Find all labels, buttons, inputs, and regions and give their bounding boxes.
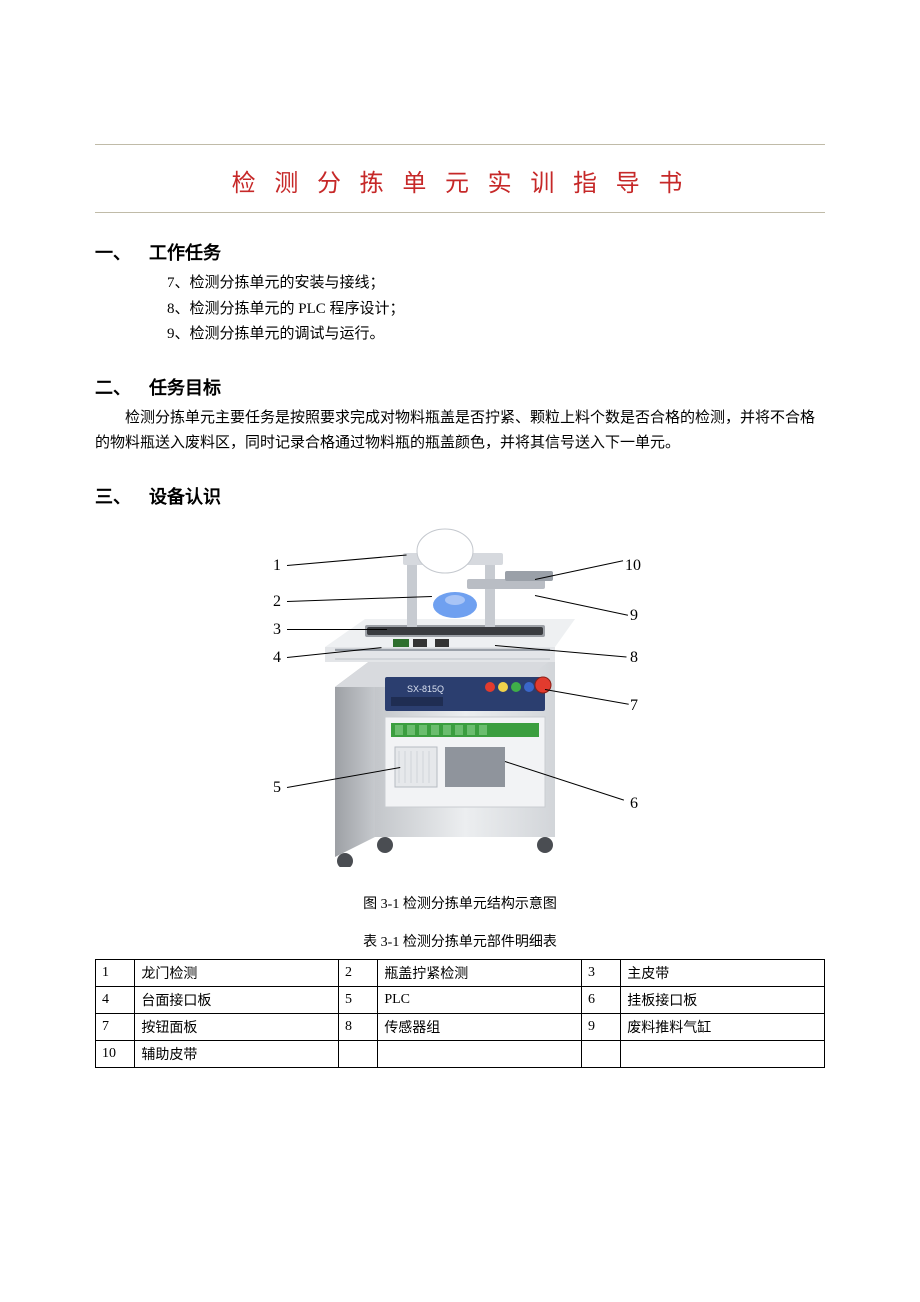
cell-num: 2	[338, 959, 377, 986]
cell-num: 5	[338, 986, 377, 1013]
title-under-rule	[95, 212, 825, 213]
top-rule	[95, 144, 825, 145]
cell-name	[621, 1040, 825, 1067]
figure-caption: 图 3-1 检测分拣单元结构示意图	[95, 893, 825, 913]
section2-label: 任务目标	[149, 378, 221, 398]
fig-label-9: 9	[630, 607, 638, 625]
section3-label: 设备认识	[149, 487, 221, 507]
fig-label-10: 10	[625, 557, 641, 575]
task-item: 9、检测分拣单元的调试与运行。	[167, 322, 825, 348]
cell-name: 传感器组	[378, 1013, 582, 1040]
cell-num: 1	[96, 959, 135, 986]
parts-table: 1 龙门检测 2 瓶盖拧紧检测 3 主皮带 4 台面接口板 5 PLC 6 挂板…	[95, 959, 825, 1068]
table-caption: 表 3-1 检测分拣单元部件明细表	[95, 931, 825, 951]
panel-label: SX-815Q	[407, 684, 444, 694]
section3-num: 三、	[95, 487, 131, 507]
cell-num: 6	[581, 986, 620, 1013]
fig-label-4: 4	[273, 649, 281, 667]
cell-name: 瓶盖拧紧检测	[378, 959, 582, 986]
fig-label-7: 7	[630, 697, 638, 715]
cell-num: 3	[581, 959, 620, 986]
cell-num	[581, 1040, 620, 1067]
cell-num: 10	[96, 1040, 135, 1067]
page-title: 检 测 分 拣 单 元 实 训 指 导 书	[95, 163, 825, 198]
device-illustration: SX-815Q	[295, 527, 605, 867]
task-item: 8、检测分拣单元的 PLC 程序设计；	[167, 297, 825, 323]
section1-label: 工作任务	[149, 243, 221, 263]
cell-name: 台面接口板	[135, 986, 339, 1013]
cell-name: 辅助皮带	[135, 1040, 339, 1067]
section2-para: 检测分拣单元主要任务是按照要求完成对物料瓶盖是否拧紧、颗粒上料个数是否合格的检测…	[95, 406, 825, 457]
table-row: 1 龙门检测 2 瓶盖拧紧检测 3 主皮带	[96, 959, 825, 986]
task-item: 7、检测分拣单元的安装与接线；	[167, 271, 825, 297]
fig-label-5: 5	[273, 779, 281, 797]
cell-name: 主皮带	[621, 959, 825, 986]
figure-wrap: SX-815Q 1 2 3 4 5	[95, 517, 825, 877]
fig-label-2: 2	[273, 593, 281, 611]
table-row: 7 按钮面板 8 传感器组 9 废料推料气缸	[96, 1013, 825, 1040]
section1-num: 一、	[95, 243, 131, 263]
section2-num: 二、	[95, 378, 131, 398]
cell-name: 按钮面板	[135, 1013, 339, 1040]
table-row: 4 台面接口板 5 PLC 6 挂板接口板	[96, 986, 825, 1013]
fig-label-3: 3	[273, 621, 281, 639]
section1-heading: 一、工作任务	[95, 239, 825, 265]
fig-label-8: 8	[630, 649, 638, 667]
cell-name: 龙门检测	[135, 959, 339, 986]
cell-name: 废料推料气缸	[621, 1013, 825, 1040]
section2-heading: 二、任务目标	[95, 374, 825, 400]
task-list: 7、检测分拣单元的安装与接线； 8、检测分拣单元的 PLC 程序设计； 9、检测…	[167, 271, 825, 348]
cell-name: PLC	[378, 986, 582, 1013]
cell-num: 8	[338, 1013, 377, 1040]
cell-name: 挂板接口板	[621, 986, 825, 1013]
cell-num: 7	[96, 1013, 135, 1040]
cell-num: 4	[96, 986, 135, 1013]
cell-num: 9	[581, 1013, 620, 1040]
cell-num	[338, 1040, 377, 1067]
table-row: 10 辅助皮带	[96, 1040, 825, 1067]
fig-label-6: 6	[630, 795, 638, 813]
section3-heading: 三、设备认识	[95, 483, 825, 509]
leader-line	[287, 629, 387, 630]
fig-label-1: 1	[273, 557, 281, 575]
cell-name	[378, 1040, 582, 1067]
